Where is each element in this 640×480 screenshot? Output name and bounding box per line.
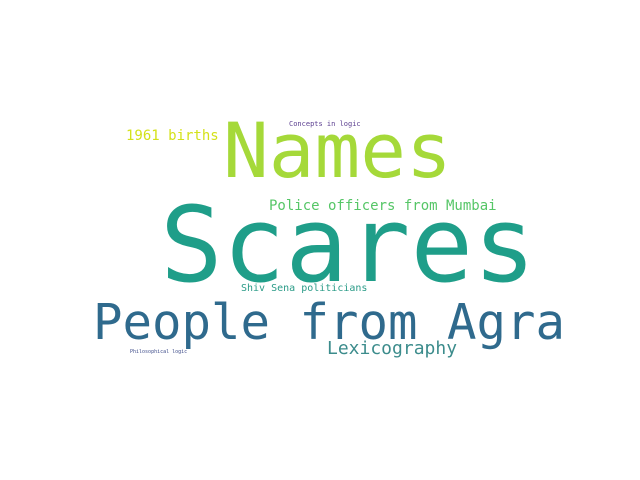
word-1961-births: 1961 births [126,128,219,144]
word-scares: Scares [160,184,536,306]
word-names: Names [223,106,452,195]
word-philosophical-logic: Philosophical logic [130,349,188,355]
word-concepts-in-logic: Concepts in logic [289,120,361,128]
word-lexicography: Lexicography [327,338,458,359]
word-people-from-agra: People from Agra [93,294,566,351]
word-shiv-sena-politicians: Shiv Sena politicians [241,283,368,294]
word-police-officers-from-mumbai: Police officers from Mumbai [269,198,497,214]
